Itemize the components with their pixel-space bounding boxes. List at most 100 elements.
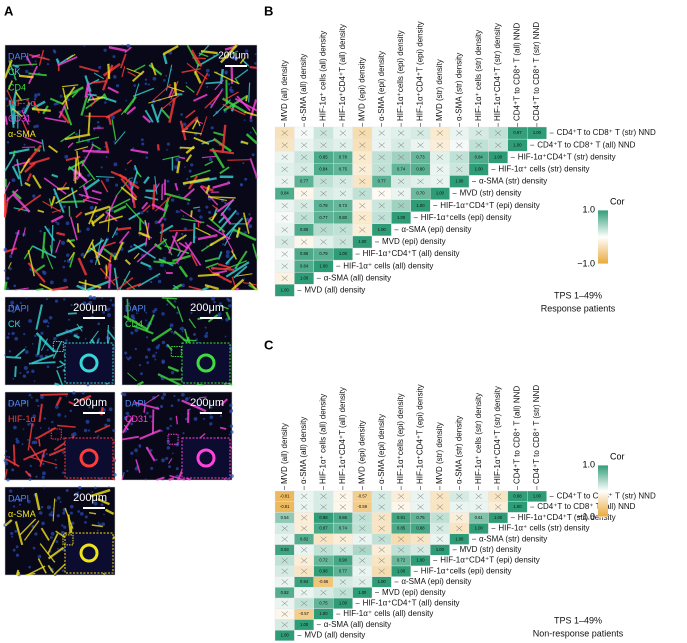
- nucleus: [174, 165, 178, 169]
- nucleus: [17, 498, 22, 502]
- fiber: [76, 136, 100, 144]
- fiber: [121, 416, 134, 434]
- fiber: [190, 253, 198, 267]
- zoom-cell: [79, 543, 99, 563]
- not-significant-mark: [320, 589, 327, 596]
- row-label: α-SMA (str) density: [479, 534, 547, 543]
- cell-value: -0.81: [280, 504, 290, 509]
- fiber: [213, 71, 240, 85]
- nucleus: [178, 194, 181, 196]
- nucleus: [47, 427, 51, 430]
- fiber: [6, 89, 15, 106]
- fiber: [204, 160, 214, 167]
- fiber: [108, 46, 127, 52]
- nucleus: [30, 396, 33, 399]
- cell-value: 1.00: [494, 515, 503, 520]
- not-significant-mark: [339, 142, 347, 148]
- cell-value: 0.98: [319, 515, 328, 520]
- nucleus: [124, 351, 128, 355]
- fiber: [205, 262, 219, 269]
- fiber: [117, 226, 132, 231]
- not-significant-mark: [436, 154, 444, 160]
- column-header: CD4⁺T to CD8⁺ T (all) NND: [513, 386, 522, 484]
- cell-value: -0.81: [280, 493, 290, 498]
- fiber: [31, 100, 46, 111]
- nucleus: [24, 350, 29, 354]
- fiber: [78, 280, 102, 289]
- zoom-box: [64, 342, 114, 384]
- fiber: [76, 284, 87, 292]
- cell-value: 0.80: [339, 215, 348, 220]
- fiber: [183, 187, 195, 199]
- nucleus: [125, 99, 128, 102]
- not-significant-mark: [339, 178, 347, 185]
- nucleus: [175, 474, 179, 478]
- nucleus: [181, 232, 184, 236]
- fiber: [130, 170, 139, 191]
- nucleus: [231, 56, 235, 60]
- fiber: [168, 458, 173, 465]
- not-significant-mark: [456, 504, 463, 510]
- cell-value: 1.00: [281, 287, 290, 292]
- nucleus: [113, 75, 117, 79]
- fiber: [212, 181, 231, 189]
- nucleus: [175, 210, 179, 214]
- not-significant-mark: [456, 525, 463, 532]
- cell-value: 1.00: [475, 526, 484, 531]
- nucleus: [144, 478, 147, 481]
- nucleus: [228, 304, 232, 308]
- not-significant-mark: [281, 178, 288, 185]
- nucleus: [14, 305, 19, 310]
- fiber: [113, 205, 127, 214]
- fiber: [168, 97, 176, 124]
- fiber: [151, 203, 166, 212]
- nucleus: [81, 391, 85, 395]
- not-significant-mark: [359, 568, 366, 574]
- fiber: [186, 44, 200, 66]
- fiber: [150, 62, 157, 76]
- nucleus: [46, 505, 51, 510]
- fiber: [55, 396, 62, 407]
- nucleus: [37, 92, 41, 97]
- not-significant-mark: [436, 515, 444, 521]
- column-header: MVD (epi) density: [357, 420, 366, 484]
- cell-value: 1.00: [397, 215, 406, 220]
- nucleus: [28, 393, 32, 397]
- not-significant-mark: [378, 515, 385, 521]
- fiber: [64, 133, 91, 141]
- nucleus: [12, 548, 16, 552]
- fiber: [6, 355, 22, 359]
- fiber: [70, 187, 78, 209]
- roi-box: [167, 433, 179, 445]
- fiber: [140, 261, 152, 268]
- nucleus: [249, 118, 253, 123]
- column-header: MVD (all) density: [280, 60, 289, 121]
- nucleus: [19, 302, 22, 305]
- nucleus: [37, 554, 42, 559]
- nucleus: [101, 297, 104, 300]
- nucleus: [105, 156, 108, 159]
- nucleus: [11, 402, 15, 406]
- fiber: [4, 153, 16, 172]
- fiber: [32, 174, 42, 189]
- fiber: [185, 85, 195, 93]
- not-significant-mark: [281, 536, 288, 542]
- fiber: [86, 279, 111, 292]
- not-significant-mark: [300, 600, 308, 607]
- nucleus: [72, 391, 76, 395]
- legend-title: Cor: [610, 451, 625, 461]
- fiber: [15, 569, 20, 576]
- nucleus: [125, 324, 129, 327]
- fiber: [178, 241, 189, 249]
- nucleus: [244, 231, 247, 234]
- not-significant-mark: [378, 190, 385, 197]
- nucleus: [134, 448, 138, 453]
- nucleus: [88, 300, 93, 305]
- nucleus: [64, 154, 69, 159]
- nucleus: [222, 243, 225, 246]
- not-significant-mark: [378, 130, 385, 136]
- not-significant-mark: [378, 493, 385, 500]
- nucleus: [120, 392, 124, 395]
- nucleus: [181, 283, 185, 288]
- fiber: [209, 235, 227, 247]
